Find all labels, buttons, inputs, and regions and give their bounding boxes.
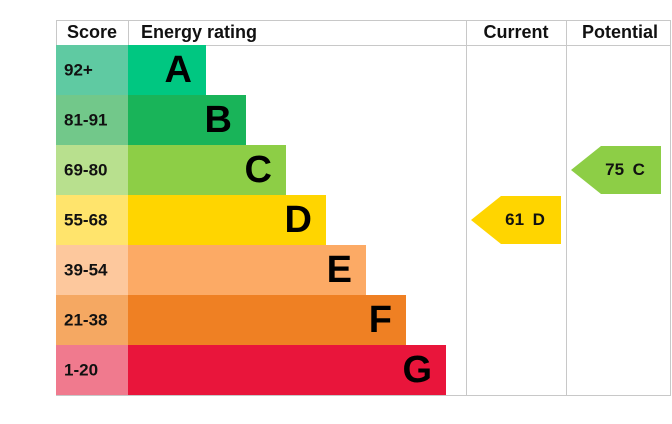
score-cell	[56, 345, 128, 395]
score-label: 81-91	[64, 110, 107, 129]
rating-letter: A	[165, 49, 192, 91]
current-value: 61	[505, 210, 524, 229]
score-cell	[56, 195, 128, 245]
current-label: 61 D	[505, 210, 545, 229]
potential-label: 75 C	[605, 160, 645, 179]
score-cell	[56, 95, 128, 145]
rating-letter: E	[327, 249, 352, 291]
score-cell	[56, 295, 128, 345]
current-letter: D	[533, 210, 545, 229]
potential-value: 75	[605, 160, 624, 179]
potential-arrow	[571, 146, 661, 194]
score-label: 1-20	[64, 360, 98, 379]
rating-letter: C	[245, 149, 272, 191]
header-potential: Potential	[582, 22, 658, 42]
header-current: Current	[483, 22, 548, 42]
score-label: 92+	[64, 60, 93, 79]
score-label: 39-54	[64, 260, 108, 279]
score-cell	[56, 45, 128, 95]
score-label: 55-68	[64, 210, 107, 229]
score-label: 69-80	[64, 160, 107, 179]
rating-bar	[128, 95, 246, 145]
rating-letter: F	[369, 299, 392, 341]
rating-bar	[128, 45, 206, 95]
rating-letter: B	[205, 99, 232, 141]
current-arrow	[471, 196, 561, 244]
score-cell	[56, 145, 128, 195]
rating-bar	[128, 345, 446, 395]
score-cell	[56, 245, 128, 295]
rating-bar	[128, 145, 286, 195]
rating-bar	[128, 295, 406, 345]
rating-letter: D	[285, 199, 312, 241]
rating-bar	[128, 245, 366, 295]
header-score: Score	[67, 22, 117, 42]
rating-letter: G	[402, 349, 432, 391]
rating-bar	[128, 195, 326, 245]
header-rating: Energy rating	[141, 22, 257, 42]
potential-letter: C	[633, 160, 645, 179]
score-label: 21-38	[64, 310, 107, 329]
